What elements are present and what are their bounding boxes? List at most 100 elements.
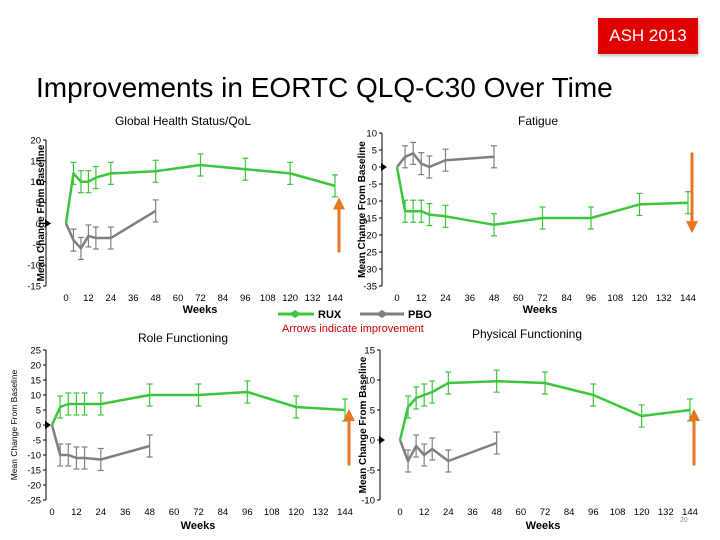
conference-badge: ASH 2013 — [598, 18, 698, 54]
role-functioning-y-tick-label: -25 — [27, 496, 41, 507]
fatigue-x-tick-label: 12 — [416, 293, 427, 304]
fatigue-y-tick-label: -5 — [369, 180, 377, 191]
global-health-y-tick-label: 20 — [30, 136, 41, 147]
physical-functioning-y-axis-title: Mean Change From Baseline — [358, 356, 369, 493]
global-health-x-tick-label: 132 — [305, 293, 321, 304]
physical-functioning-x-tick-label: 144 — [682, 507, 698, 518]
role-functioning-x-tick-label: 0 — [49, 507, 54, 518]
role-functioning-y-tick-label: -15 — [27, 466, 41, 477]
global-health-y-tick-label: 10 — [30, 177, 41, 188]
fatigue-title: Fatigue — [518, 114, 558, 128]
role-functioning-y-tick-label: -5 — [33, 436, 41, 447]
physical-functioning-y-tick-label: -10 — [361, 496, 375, 507]
role-functioning-improvement-arrow-head — [343, 409, 355, 421]
role-functioning-y-tick-label: 20 — [30, 361, 41, 372]
role-functioning-y-tick-label: -10 — [27, 451, 41, 462]
physical-functioning-x-tick-label: 36 — [467, 507, 478, 518]
role-functioning-x-tick-label: 84 — [218, 507, 229, 518]
role-functioning-panel: Role Functioning -25 -20 -15 -10 -5 0 5 10 15 20 25… — [9, 331, 355, 532]
fatigue-x-tick-label: 108 — [607, 293, 623, 304]
arrow-footnote: Arrows indicate improvement — [282, 323, 424, 335]
fatigue-y-tick-label: -30 — [363, 265, 377, 276]
fatigue-y-axis-title: Mean Change From Baseline — [357, 141, 368, 278]
role-functioning-x-tick-label: 48 — [144, 507, 155, 518]
fatigue-x-tick-label: 36 — [464, 293, 475, 304]
fatigue-improvement-arrow-head — [686, 221, 698, 234]
physical-functioning-x-tick-label: 108 — [610, 507, 626, 518]
fatigue-y-tick-label: -25 — [363, 248, 377, 259]
role-functioning-y-tick-label: 0 — [36, 421, 41, 432]
physical-functioning-baseline-marker — [379, 436, 385, 444]
physical-functioning-improvement-arrow-head — [688, 409, 700, 421]
fatigue-y-tick-label: -35 — [363, 282, 377, 293]
global-health-x-tick-label: 96 — [240, 293, 251, 304]
global-health-x-axis-title: Weeks — [183, 304, 218, 316]
physical-functioning-x-tick-label: 120 — [634, 507, 650, 518]
role-functioning-x-tick-label: 132 — [313, 507, 329, 518]
role-functioning-x-tick-label: 12 — [71, 507, 82, 518]
fatigue-baseline-marker — [381, 163, 387, 171]
global-health-y-tick-label: -5 — [33, 240, 41, 251]
physical-functioning-x-tick-label: 24 — [443, 507, 454, 518]
global-health-y-tick-label: 0 — [36, 219, 41, 230]
physical-functioning-y-tick-label: 10 — [364, 376, 375, 387]
global-health-x-tick-label: 72 — [195, 293, 206, 304]
fatigue-y-tick-label: -10 — [363, 197, 377, 208]
role-functioning-baseline-marker — [45, 421, 51, 429]
role-functioning-x-tick-label: 96 — [242, 507, 253, 518]
physical-functioning-y-tick-label: 5 — [370, 406, 375, 417]
physical-functioning-y-tick-label: 0 — [370, 436, 375, 447]
physical-functioning-x-tick-label: 84 — [564, 507, 575, 518]
physical-functioning-x-tick-label: 96 — [588, 507, 599, 518]
global-health-x-tick-label: 120 — [282, 293, 298, 304]
physical-functioning-x-tick-label: 12 — [419, 507, 430, 518]
global-health-x-tick-label: 12 — [83, 293, 94, 304]
role-functioning-x-tick-label: 36 — [120, 507, 131, 518]
role-functioning-y-tick-label: 10 — [30, 391, 41, 402]
fatigue-x-tick-label: 96 — [586, 293, 597, 304]
physical-functioning-x-tick-label: 132 — [658, 507, 674, 518]
fatigue-x-tick-label: 48 — [489, 293, 500, 304]
legend-pbo-label: PBO — [408, 309, 432, 321]
global-health-y-tick-label: 5 — [36, 198, 41, 209]
fatigue-x-tick-label: 144 — [680, 293, 696, 304]
global-health-y-axis-title: Mean Change From Baseline — [36, 144, 47, 281]
global-health-title: Global Health Status/QoL — [115, 114, 251, 128]
fatigue-x-axis-title: Weeks — [523, 304, 558, 316]
physical-functioning-y-tick-label: 15 — [364, 346, 375, 357]
global-health-y-tick-label: -10 — [27, 261, 41, 272]
fatigue-x-tick-label: 0 — [394, 293, 399, 304]
global-health-x-tick-label: 48 — [150, 293, 161, 304]
role-functioning-x-tick-label: 72 — [193, 507, 204, 518]
fatigue-y-tick-label: 10 — [366, 129, 377, 140]
fatigue-x-tick-label: 120 — [632, 293, 648, 304]
role-functioning-x-tick-label: 120 — [288, 507, 304, 518]
global-health-x-tick-label: 0 — [63, 293, 68, 304]
role-functioning-title: Role Functioning — [138, 331, 228, 345]
physical-functioning-title: Physical Functioning — [472, 327, 582, 341]
global-health-y-tick-label: -15 — [27, 282, 41, 293]
role-functioning-y-tick-label: -20 — [27, 481, 41, 492]
slide-title: Improvements in EORTC QLQ-C30 Over Time — [36, 72, 613, 103]
role-functioning-x-axis-title: Weeks — [181, 520, 216, 532]
global-health-x-tick-label: 24 — [106, 293, 117, 304]
role-functioning-y-tick-label: 15 — [30, 376, 41, 387]
fatigue-x-tick-label: 84 — [561, 293, 572, 304]
role-functioning-y-axis-title: Mean Change From Baseline — [9, 369, 19, 480]
physical-functioning-x-axis-title: Weeks — [526, 520, 561, 532]
physical-functioning-x-tick-label: 48 — [491, 507, 502, 518]
global-health-x-tick-label: 60 — [173, 293, 184, 304]
role-functioning-x-tick-label: 144 — [337, 507, 353, 518]
fatigue-y-tick-label: 0 — [372, 163, 377, 174]
legend-pbo-marker — [376, 310, 388, 318]
global-health-panel: Global Health Status/QoL -15 -10 -5 0 5 10 15 20… — [27, 114, 345, 316]
fatigue-x-tick-label: 60 — [513, 293, 524, 304]
global-health-baseline-marker — [45, 219, 51, 228]
global-health-x-tick-label: 84 — [218, 293, 229, 304]
fatigue-y-tick-label: -20 — [363, 231, 377, 242]
role-functioning-y-tick-label: 25 — [30, 346, 41, 357]
global-health-x-tick-label: 108 — [260, 293, 276, 304]
fatigue-x-tick-label: 72 — [537, 293, 548, 304]
role-functioning-x-tick-label: 60 — [169, 507, 180, 518]
